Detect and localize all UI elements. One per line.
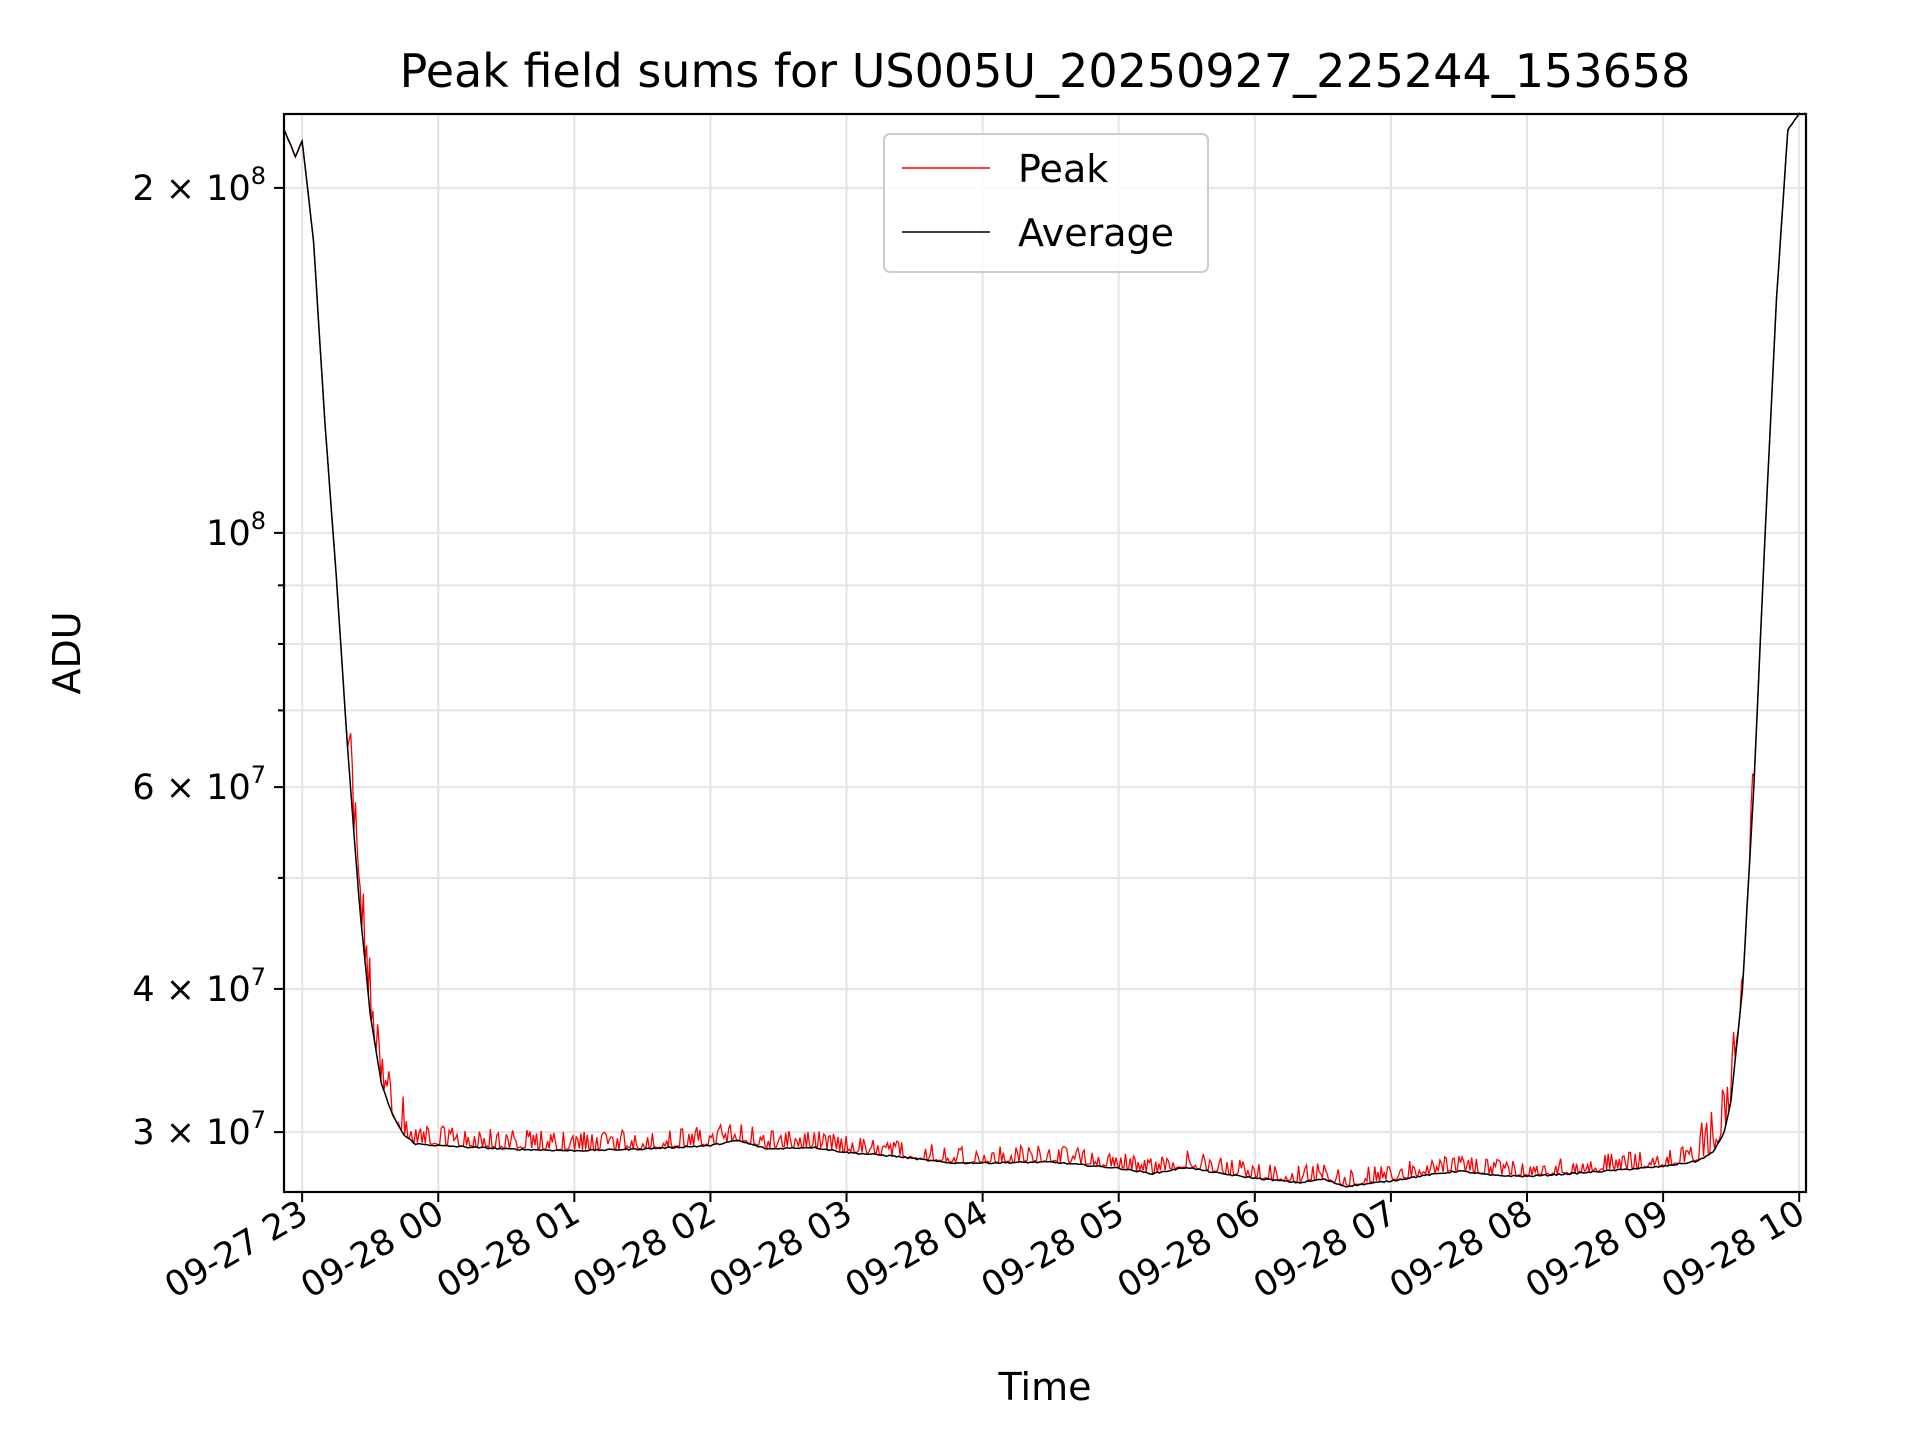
y-tick-label: 3 × 107: [132, 1106, 266, 1153]
y-axis-label: ADU: [45, 611, 89, 694]
legend-label-average: Average: [1018, 211, 1174, 255]
legend: Peak Average: [883, 133, 1209, 273]
chart-title: Peak field sums for US005U_20250927_2252…: [400, 44, 1691, 98]
grid: [284, 114, 1806, 1192]
y-tick-label: 108: [206, 507, 266, 554]
y-tick-label: 2 × 108: [132, 162, 266, 209]
y-tick-label: 4 × 107: [132, 963, 266, 1010]
x-axis-label: Time: [998, 1365, 1092, 1409]
legend-label-peak: Peak: [1018, 147, 1108, 191]
plot-frame: [282, 112, 1808, 1194]
series-layer: [283, 112, 1807, 1188]
series-average-line: [283, 112, 1807, 1188]
y-tick-label: 6 × 107: [132, 761, 266, 808]
